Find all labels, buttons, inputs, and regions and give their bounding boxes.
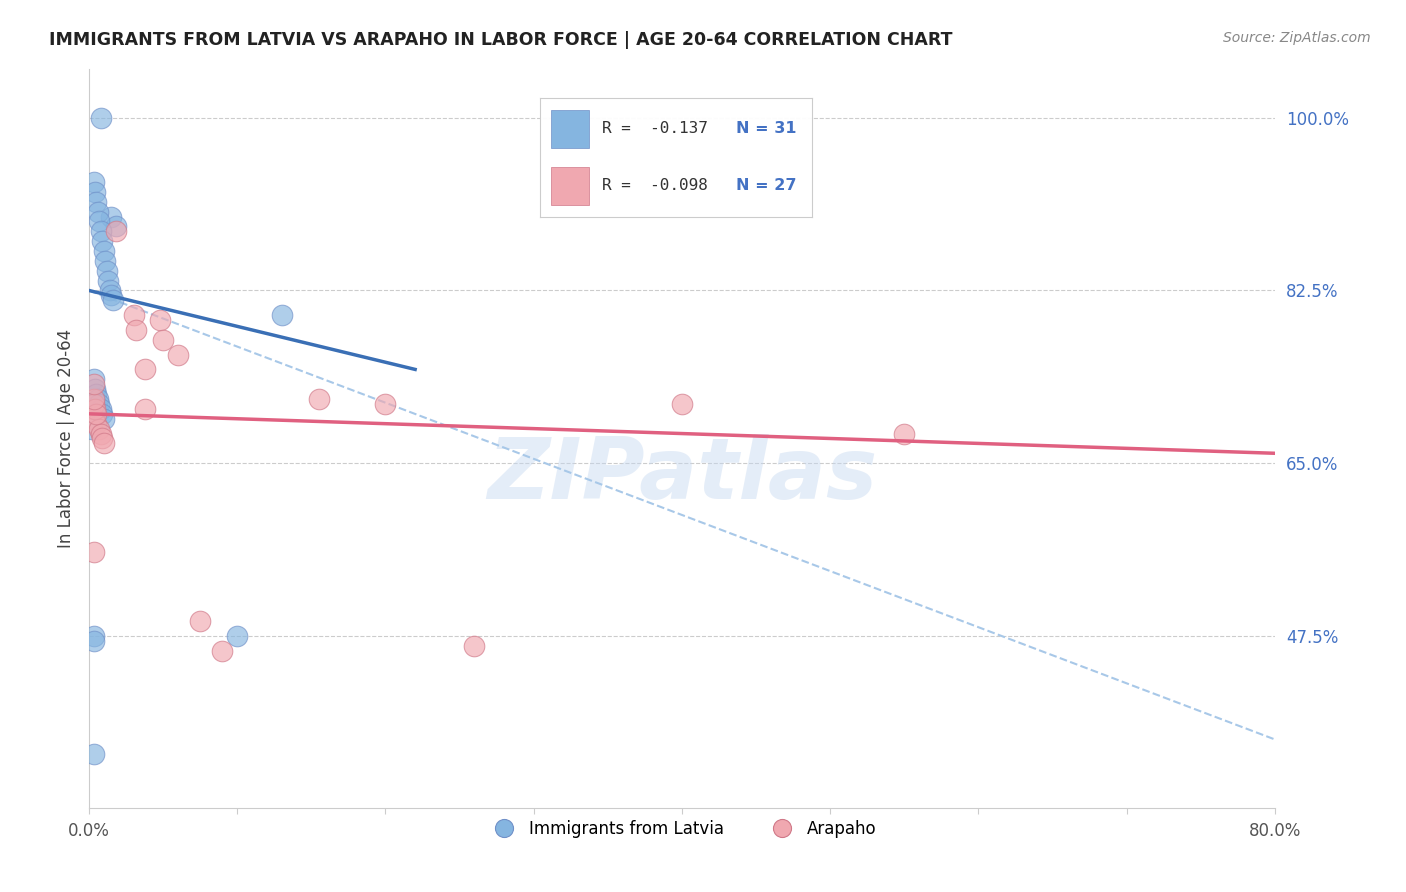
Point	[90, 401, 112, 416]
Point	[83, 633, 105, 648]
Text: Source: ZipAtlas.com: Source: ZipAtlas.com	[1223, 31, 1371, 45]
Point	[226, 629, 249, 643]
Point	[86, 387, 108, 401]
Point	[90, 224, 112, 238]
Point	[83, 175, 105, 189]
Point	[83, 629, 105, 643]
Point	[100, 288, 122, 302]
Point	[90, 111, 112, 125]
Point	[87, 204, 110, 219]
Point	[100, 210, 122, 224]
Point	[96, 264, 118, 278]
Text: ZIPatlas: ZIPatlas	[486, 434, 877, 517]
Point	[84, 382, 107, 396]
Point	[84, 401, 107, 416]
Point	[86, 417, 108, 431]
Point	[91, 407, 114, 421]
Point	[86, 407, 108, 421]
Point	[270, 308, 292, 322]
Point	[104, 224, 127, 238]
Point	[122, 308, 145, 322]
Point	[83, 411, 105, 425]
Point	[89, 214, 111, 228]
Point	[125, 323, 148, 337]
Point	[167, 348, 190, 362]
Point	[94, 253, 117, 268]
Point	[91, 234, 114, 248]
Point	[149, 313, 172, 327]
Point	[83, 545, 105, 559]
Point	[87, 392, 110, 406]
Point	[101, 293, 124, 308]
Point	[83, 397, 105, 411]
Point	[211, 643, 233, 657]
Point	[308, 392, 330, 406]
Legend: Immigrants from Latvia, Arapaho: Immigrants from Latvia, Arapaho	[481, 814, 883, 845]
Point	[98, 284, 121, 298]
Point	[90, 426, 112, 441]
Point	[97, 274, 120, 288]
Point	[134, 362, 156, 376]
Point	[93, 411, 115, 425]
Point	[89, 397, 111, 411]
Y-axis label: In Labor Force | Age 20-64: In Labor Force | Age 20-64	[58, 329, 75, 548]
Point	[104, 219, 127, 234]
Point	[93, 244, 115, 258]
Point	[188, 614, 211, 628]
Point	[83, 392, 105, 406]
Point	[134, 401, 156, 416]
Point	[89, 422, 111, 436]
Point	[671, 397, 693, 411]
Point	[83, 372, 105, 386]
Point	[893, 426, 915, 441]
Point	[463, 639, 485, 653]
Point	[84, 185, 107, 199]
Point	[83, 377, 105, 392]
Point	[83, 747, 105, 761]
Point	[86, 194, 108, 209]
Point	[91, 432, 114, 446]
Point	[93, 436, 115, 450]
Point	[80, 422, 103, 436]
Text: IMMIGRANTS FROM LATVIA VS ARAPAHO IN LABOR FORCE | AGE 20-64 CORRELATION CHART: IMMIGRANTS FROM LATVIA VS ARAPAHO IN LAB…	[49, 31, 953, 49]
Point	[374, 397, 396, 411]
Point	[152, 333, 174, 347]
